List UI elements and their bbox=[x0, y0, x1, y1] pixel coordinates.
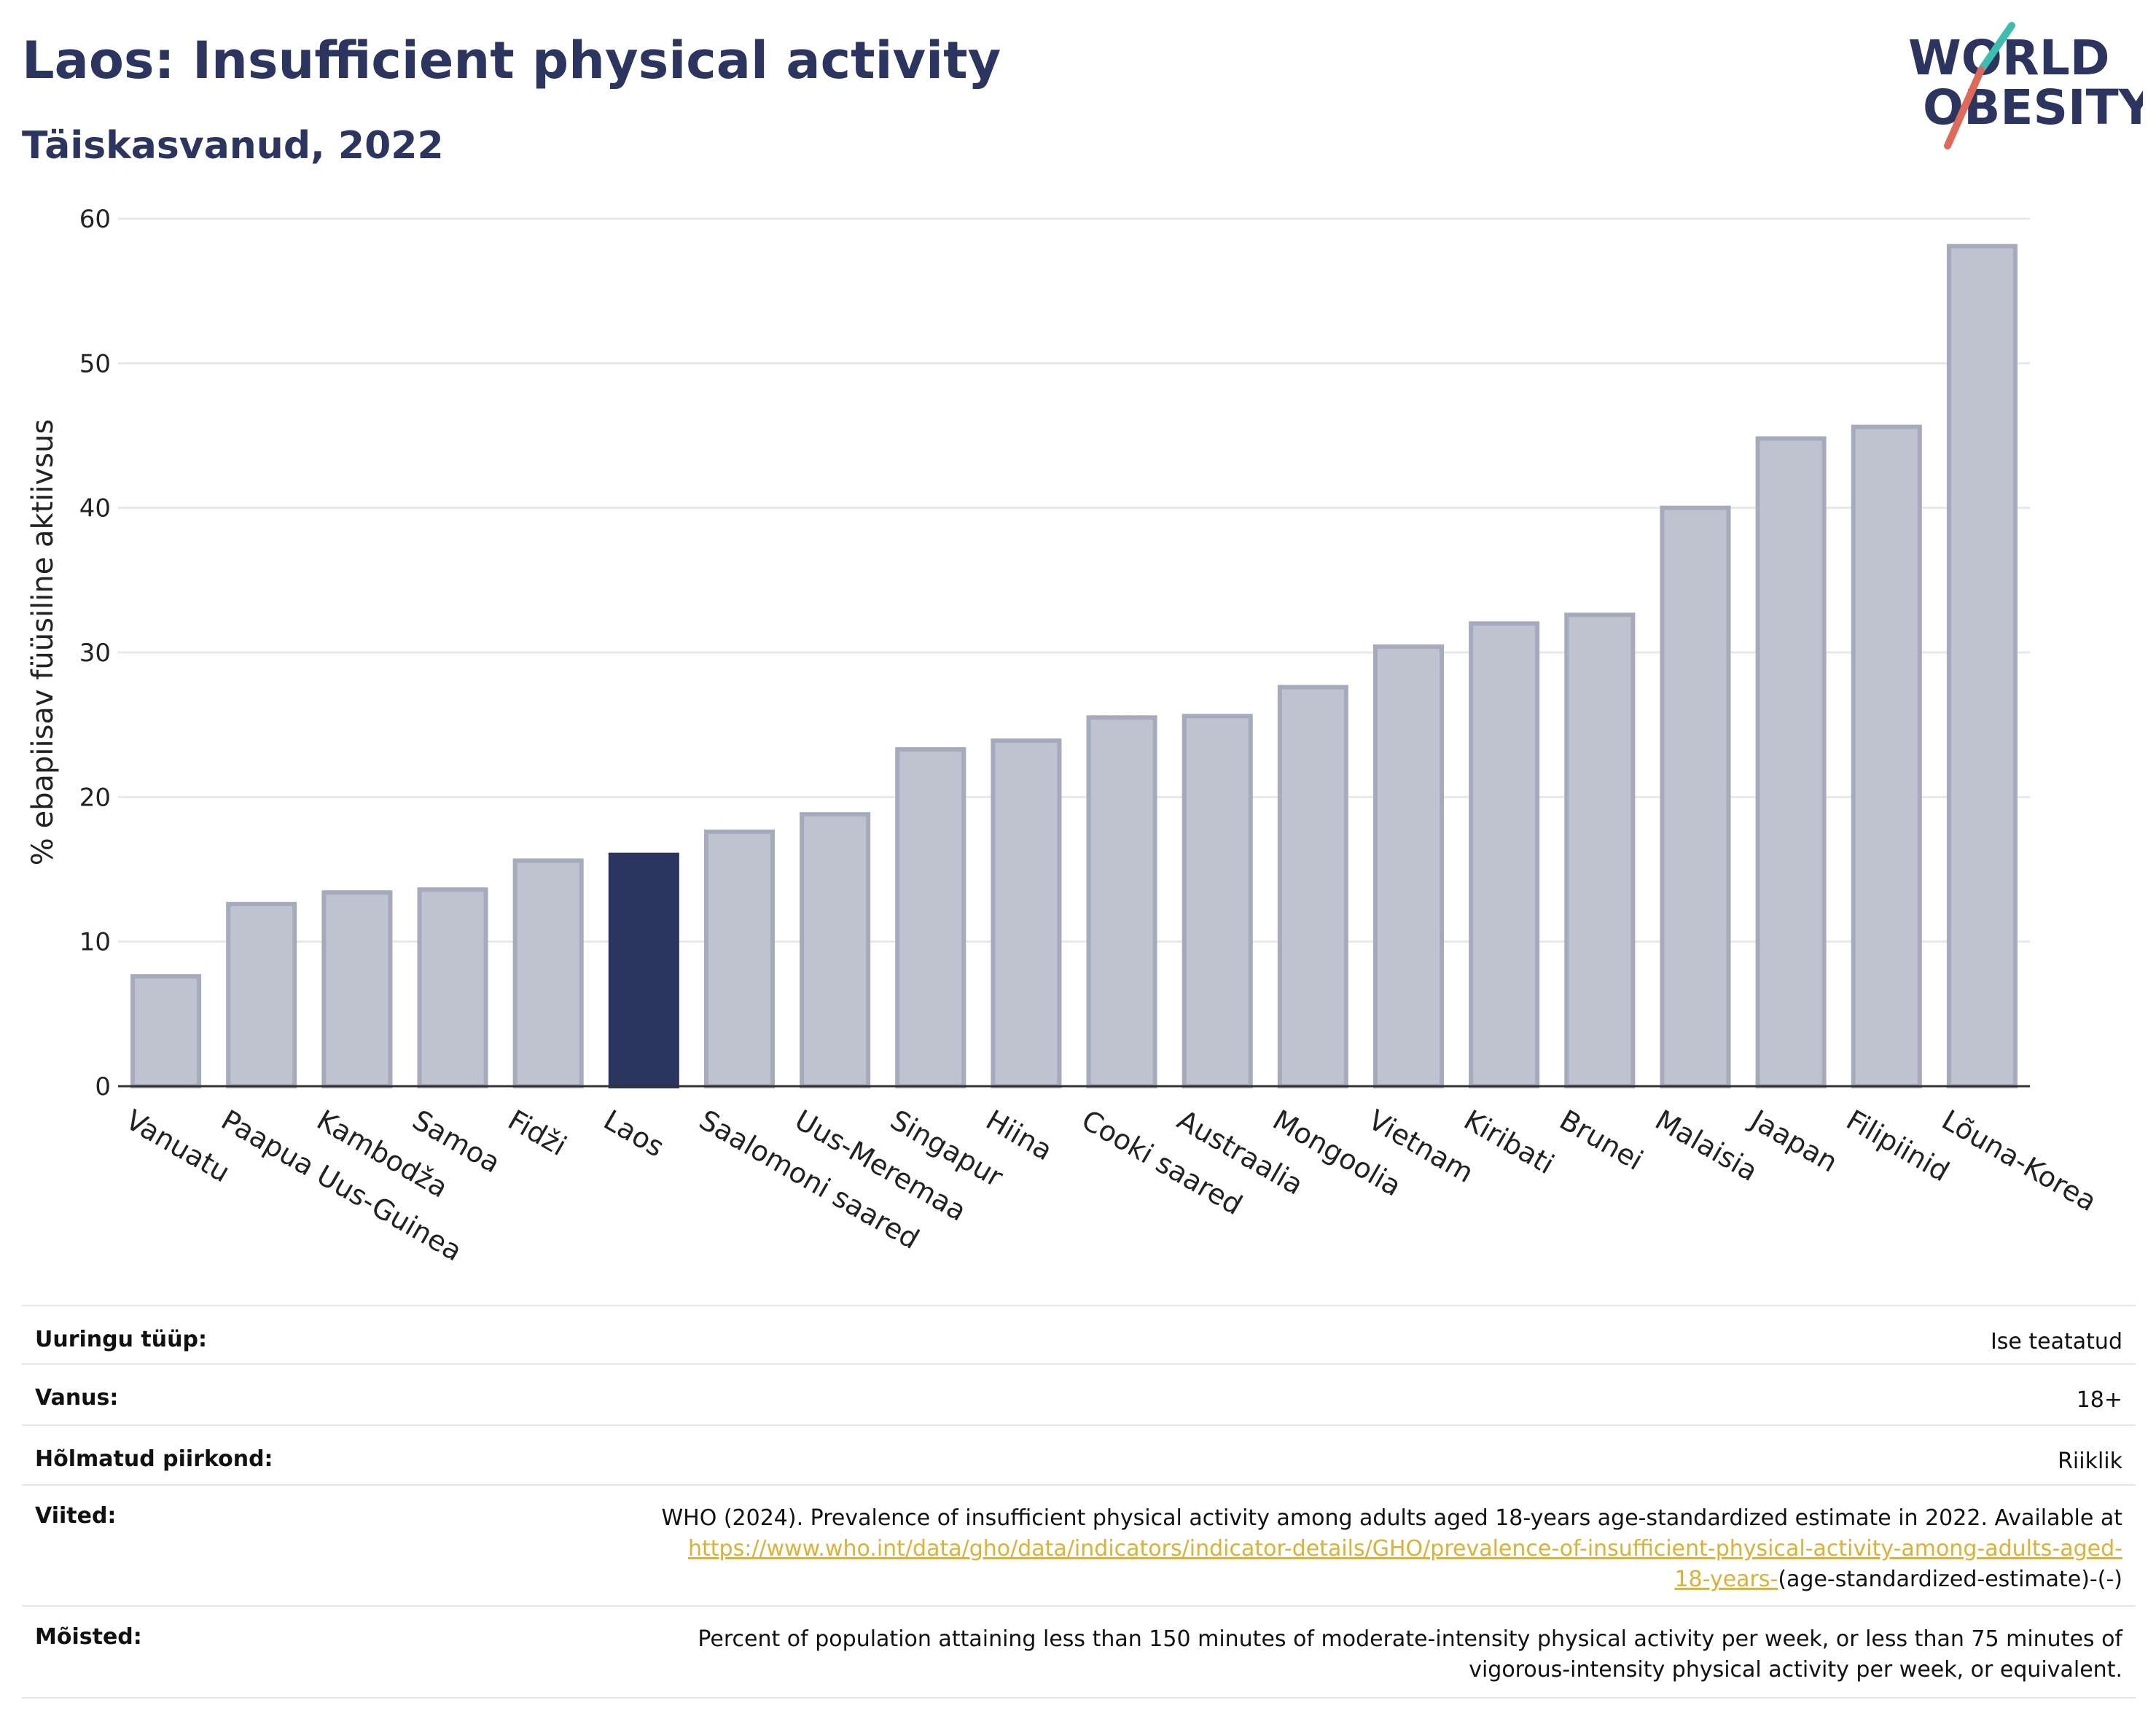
info-row-definitions: Mõisted: Percent of population attaining… bbox=[22, 1605, 2136, 1699]
bar-hiina bbox=[991, 738, 1062, 1088]
info-row-age: Vanus: 18+ bbox=[22, 1363, 2136, 1426]
definitions-text-2: vigorous-intensity physical activity per… bbox=[1469, 1657, 2122, 1683]
x-tick-label: Fidži bbox=[503, 1104, 572, 1162]
y-tick-label: 30 bbox=[79, 639, 111, 668]
bar-jaapan bbox=[1755, 436, 1827, 1088]
y-axis-label: % ebapiisav füüsiline aktiivsus bbox=[26, 419, 60, 866]
x-tick-label: Jaapan bbox=[1744, 1103, 1843, 1179]
page-title: Laos: Insufficient physical activity bbox=[22, 31, 1001, 90]
info-table: Uuringu tüüp: Ise teatatud Vanus: 18+ Hõ… bbox=[22, 1305, 2136, 1699]
references-tail: (age-standardized-estimate)-(-) bbox=[1778, 1567, 2122, 1592]
world-obesity-logo: WORLD OBESITY bbox=[1908, 22, 2143, 149]
y-tick-label: 0 bbox=[95, 1072, 111, 1102]
bar-brunei bbox=[1564, 612, 1636, 1088]
references-text: WHO (2024). Prevalence of insufficient p… bbox=[661, 1505, 2122, 1531]
bar-vietnam bbox=[1372, 644, 1445, 1088]
page-subtitle: Täiskasvanud, 2022 bbox=[22, 124, 444, 168]
x-tick-label: Cooki saared bbox=[1077, 1104, 1248, 1221]
info-row-area: Hõlmatud piirkond: Riiklik bbox=[22, 1424, 2136, 1486]
x-tick-label: Malaisia bbox=[1649, 1104, 1762, 1188]
bar-saalomoni-saared bbox=[703, 829, 776, 1089]
bar-vanuatu bbox=[130, 974, 202, 1089]
y-tick-label: 50 bbox=[79, 349, 111, 378]
bar-austraalia bbox=[1181, 714, 1253, 1088]
x-tick-label: Vanuatu bbox=[120, 1104, 235, 1188]
references-link[interactable]: https://www.who.int/data/gho/data/indica… bbox=[688, 1536, 2122, 1562]
bar-laos bbox=[608, 852, 679, 1088]
grid-lines bbox=[118, 217, 2030, 1088]
bar-l-una-korea bbox=[1946, 243, 2018, 1088]
info-row-references: Viited: WHO (2024). Prevalence of insuff… bbox=[22, 1484, 2136, 1607]
bar-singapur bbox=[895, 746, 966, 1088]
survey-type-label: Uuringu tüüp: bbox=[22, 1305, 459, 1365]
logo-line-1: WORLD bbox=[1908, 30, 2110, 86]
y-tick-label: 10 bbox=[79, 928, 111, 957]
bar-mongoolia bbox=[1277, 685, 1348, 1088]
x-tick-label: Lõuna-Korea bbox=[1937, 1104, 2102, 1217]
bar-fid-i bbox=[512, 858, 584, 1088]
x-tick-label: Laos bbox=[598, 1104, 670, 1163]
bar-cooki-saared bbox=[1086, 715, 1157, 1088]
references-link-cont[interactable]: 18-years- bbox=[1674, 1567, 1778, 1592]
x-tick-label: Brunei bbox=[1554, 1104, 1648, 1177]
y-tick-label: 60 bbox=[79, 205, 111, 234]
info-row-survey-type: Uuringu tüüp: Ise teatatud bbox=[22, 1305, 2136, 1365]
bar-kiribati bbox=[1469, 621, 1540, 1088]
x-tick-label: Filipiinid bbox=[1841, 1104, 1955, 1188]
y-tick-label: 40 bbox=[79, 494, 111, 523]
y-axis-ticks: 0 10 20 30 40 50 60 bbox=[79, 205, 111, 1102]
age-value: 18+ bbox=[459, 1363, 2136, 1426]
area-label: Hõlmatud piirkond: bbox=[22, 1424, 459, 1486]
definitions-label: Mõisted: bbox=[22, 1605, 459, 1699]
bars bbox=[130, 243, 2018, 1089]
bar-filipiinid bbox=[1851, 424, 1922, 1088]
bar-malaisia bbox=[1660, 505, 1731, 1088]
survey-type-value: Ise teatatud bbox=[459, 1305, 2136, 1365]
references-label: Viited: bbox=[22, 1484, 459, 1607]
y-tick-label: 20 bbox=[79, 783, 111, 812]
definitions-value: Percent of population attaining less tha… bbox=[459, 1605, 2136, 1699]
logo-slash-teal bbox=[1977, 22, 2015, 74]
bar-uus-meremaa bbox=[800, 812, 871, 1088]
bar-samoa bbox=[417, 887, 488, 1089]
logo-slash-coral bbox=[1944, 66, 1985, 149]
references-value: WHO (2024). Prevalence of insufficient p… bbox=[459, 1484, 2136, 1607]
bar-paapua-uus-guinea bbox=[226, 902, 297, 1088]
bar-kambod-a bbox=[321, 890, 393, 1088]
age-label: Vanus: bbox=[22, 1363, 459, 1426]
area-value: Riiklik bbox=[459, 1424, 2136, 1486]
definitions-text-1: Percent of population attaining less tha… bbox=[698, 1626, 2122, 1652]
